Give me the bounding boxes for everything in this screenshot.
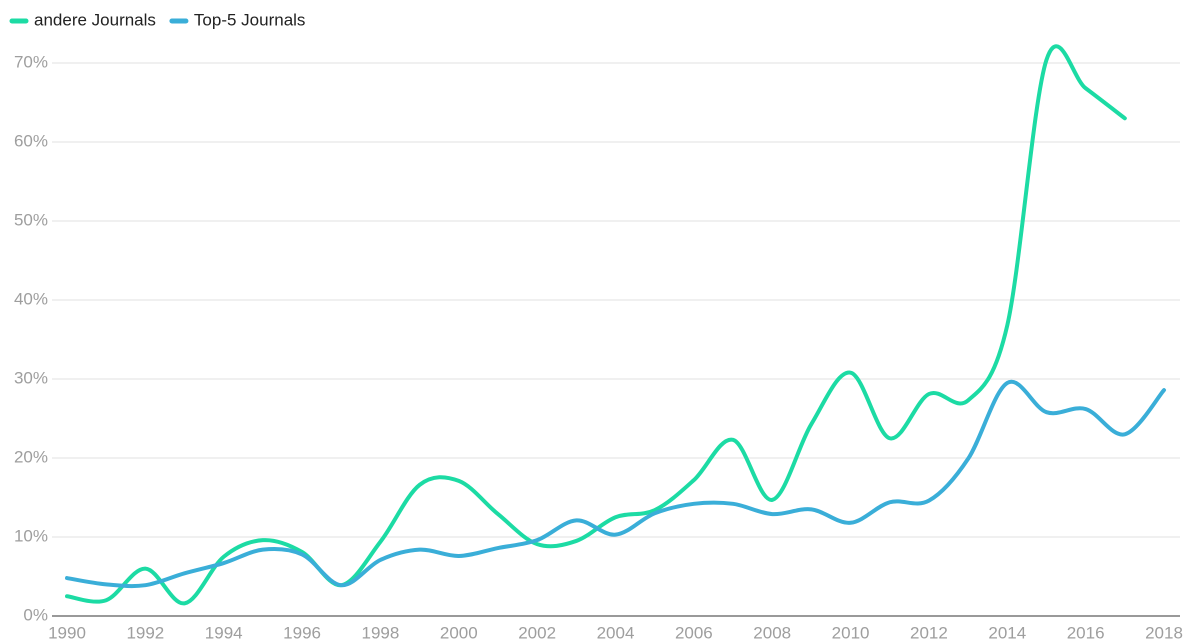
legend-label: Top-5 Journals [194,10,306,29]
x-tick-label: 2018 [1145,623,1183,642]
y-tick-label: 50% [14,210,48,229]
x-tick-label: 2012 [910,623,948,642]
x-tick-label: 1990 [48,623,86,642]
x-tick-label: 2016 [1067,623,1105,642]
x-tick-label: 1994 [205,623,243,642]
y-tick-label: 10% [14,526,48,545]
x-tick-label: 2002 [518,623,556,642]
x-tick-label: 1998 [362,623,400,642]
x-tick-label: 2004 [597,623,635,642]
y-tick-label: 70% [14,52,48,71]
y-tick-label: 40% [14,289,48,308]
x-tick-label: 2014 [988,623,1026,642]
y-tick-label: 30% [14,368,48,387]
y-tick-label: 0% [23,605,48,624]
x-tick-label: 2006 [675,623,713,642]
x-tick-label: 2010 [832,623,870,642]
x-tick-label: 2000 [440,623,478,642]
line-series [65,379,1166,589]
y-tick-label: 60% [14,131,48,150]
x-tick-label: 2008 [753,623,791,642]
x-tick-label: 1992 [126,623,164,642]
legend-label: andere Journals [34,10,156,29]
line-series [65,44,1127,606]
y-tick-label: 20% [14,447,48,466]
x-tick-label: 1996 [283,623,321,642]
